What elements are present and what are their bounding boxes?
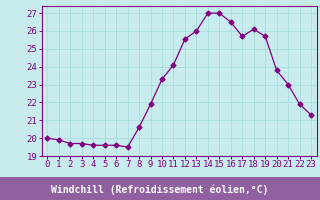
Text: Windchill (Refroidissement éolien,°C): Windchill (Refroidissement éolien,°C) — [51, 184, 269, 195]
